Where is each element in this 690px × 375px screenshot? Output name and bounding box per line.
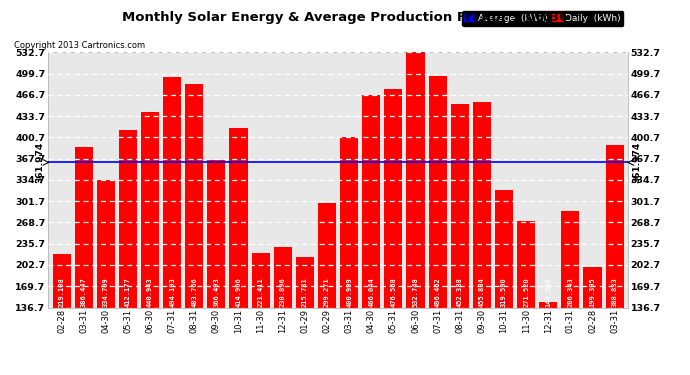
Text: Copyright 2013 Cartronics.com: Copyright 2013 Cartronics.com	[14, 41, 145, 50]
Text: Monthly Solar Energy & Average Production Fri Apr 5 06:36: Monthly Solar Energy & Average Productio…	[122, 11, 568, 24]
Text: 144.501: 144.501	[545, 277, 551, 307]
Text: 221.411: 221.411	[257, 277, 264, 307]
Text: 286.343: 286.343	[567, 277, 573, 307]
Bar	[163, 77, 181, 308]
Bar	[428, 76, 446, 307]
Bar	[274, 247, 292, 308]
Text: 476.568: 476.568	[391, 277, 397, 307]
Bar	[119, 130, 137, 308]
Text: 532.748: 532.748	[413, 277, 419, 307]
Bar	[362, 95, 380, 308]
Text: 452.388: 452.388	[457, 277, 463, 307]
Bar	[185, 84, 204, 308]
Text: 271.520: 271.520	[523, 277, 529, 307]
Text: 215.731: 215.731	[302, 277, 308, 307]
Text: 412.177: 412.177	[125, 277, 131, 307]
Text: 230.896: 230.896	[279, 277, 286, 307]
Text: 400.999: 400.999	[346, 277, 352, 307]
Bar	[606, 145, 624, 308]
Bar	[252, 253, 270, 308]
Text: 388.833: 388.833	[611, 277, 618, 307]
Bar	[406, 53, 424, 308]
Text: 361.974: 361.974	[632, 142, 641, 183]
Bar	[208, 159, 226, 308]
Bar	[75, 147, 92, 308]
Bar	[561, 211, 580, 308]
Bar	[318, 203, 336, 308]
Bar	[451, 104, 469, 308]
Bar	[52, 254, 70, 308]
Text: 334.709: 334.709	[103, 277, 109, 307]
Text: 440.943: 440.943	[147, 277, 153, 307]
Bar	[539, 303, 558, 307]
Text: 199.395: 199.395	[589, 277, 595, 307]
Bar	[141, 112, 159, 308]
Text: 483.766: 483.766	[191, 277, 197, 307]
Text: 386.447: 386.447	[81, 277, 87, 307]
Text: 414.906: 414.906	[235, 277, 242, 307]
Text: 466.044: 466.044	[368, 277, 374, 307]
Bar	[97, 180, 115, 308]
Text: 494.193: 494.193	[169, 277, 175, 307]
Bar	[340, 137, 358, 308]
Text: 361.974: 361.974	[36, 142, 45, 183]
Text: 455.884: 455.884	[479, 277, 485, 307]
Text: 299.271: 299.271	[324, 277, 330, 307]
Bar	[230, 128, 248, 308]
Bar	[384, 88, 402, 308]
Bar	[517, 220, 535, 308]
Legend: Average  (kWh), Daily  (kWh): Average (kWh), Daily (kWh)	[462, 11, 623, 26]
Bar	[473, 102, 491, 308]
Text: 496.462: 496.462	[435, 277, 441, 307]
Bar	[495, 190, 513, 308]
Text: 319.590: 319.590	[501, 277, 507, 307]
Bar	[584, 267, 602, 308]
Text: 366.493: 366.493	[213, 277, 219, 307]
Text: 219.108: 219.108	[59, 277, 65, 307]
Bar	[296, 256, 314, 307]
